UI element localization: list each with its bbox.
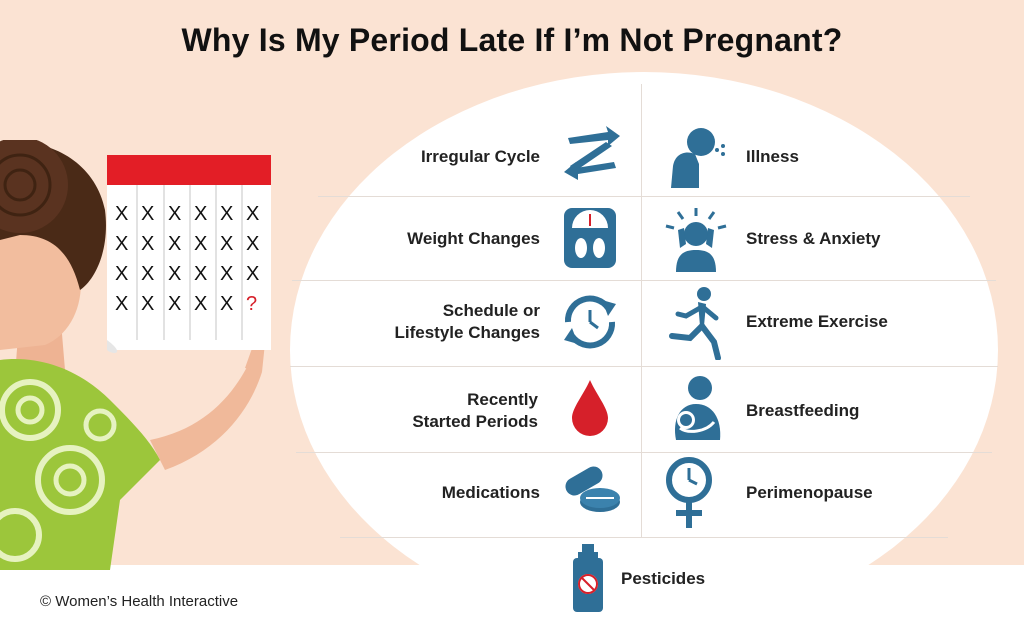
calendar-x-mark: X bbox=[141, 233, 155, 255]
calendar-x-mark: X bbox=[246, 203, 260, 225]
female-clock-icon bbox=[666, 457, 712, 528]
calendar-x-mark: X bbox=[194, 293, 208, 315]
pills-icon bbox=[565, 466, 620, 512]
calendar-x-mark: X bbox=[220, 263, 234, 285]
calendar-question-mark: ? bbox=[246, 293, 258, 315]
causes-oval bbox=[290, 72, 998, 628]
woman-illustration bbox=[0, 140, 266, 570]
cause-breastfeeding: Breastfeeding bbox=[746, 401, 860, 420]
calendar-x-mark: X bbox=[220, 293, 234, 315]
column-divider bbox=[641, 84, 642, 537]
calendar-x-mark: X bbox=[115, 263, 129, 285]
calendar-x-mark: X bbox=[168, 293, 182, 315]
row-divider bbox=[340, 537, 948, 538]
calendar-x-mark: X bbox=[194, 203, 208, 225]
row-divider bbox=[292, 280, 996, 281]
stressed-person-icon bbox=[665, 208, 727, 272]
calendar-x-mark: X bbox=[220, 233, 234, 255]
row-divider bbox=[318, 196, 970, 197]
calendar-x-mark: X bbox=[115, 293, 129, 315]
calendar-x-mark: X bbox=[168, 263, 182, 285]
calendar-x-mark: X bbox=[246, 233, 260, 255]
calendar-x-mark: X bbox=[141, 293, 155, 315]
calendar: X X X X X X X X X X X X X X X X X X X X X X X? bbox=[107, 155, 271, 355]
calendar-x-mark: X bbox=[194, 233, 208, 255]
breastfeeding-icon bbox=[674, 376, 721, 440]
cause-schedule-changes: Schedule or Lifestyle Changes bbox=[394, 301, 541, 342]
spray-can-icon bbox=[573, 544, 603, 612]
cause-weight-changes: Weight Changes bbox=[407, 229, 540, 248]
calendar-x-mark: X bbox=[168, 233, 182, 255]
calendar-x-mark: X bbox=[220, 203, 234, 225]
cause-medications: Medications bbox=[441, 483, 540, 502]
calendar-x-mark: X bbox=[168, 203, 182, 225]
row-divider bbox=[296, 452, 992, 453]
calendar-x-mark: X bbox=[115, 233, 129, 255]
row-divider bbox=[290, 366, 998, 367]
cause-recently-started: Recently Started Periods bbox=[412, 390, 538, 431]
cause-pesticides: Pesticides bbox=[621, 569, 706, 588]
cause-stress-anxiety: Stress & Anxiety bbox=[746, 229, 881, 248]
cause-perimenopause: Perimenopause bbox=[746, 483, 873, 502]
clock-cycle-icon bbox=[564, 295, 616, 349]
arrows-icon bbox=[564, 126, 620, 180]
cause-extreme-exercise: Extreme Exercise bbox=[746, 312, 888, 331]
calendar-x-mark: X bbox=[141, 263, 155, 285]
cause-illness: Illness bbox=[746, 147, 799, 166]
cause-irregular-cycle: Irregular Cycle bbox=[420, 147, 540, 166]
calendar-x-mark: X bbox=[246, 263, 260, 285]
runner-icon bbox=[669, 287, 721, 360]
blood-drop-icon bbox=[572, 380, 608, 436]
calendar-x-mark: X bbox=[141, 203, 155, 225]
calendar-x-mark: X bbox=[194, 263, 208, 285]
calendar-x-mark: X bbox=[115, 203, 129, 225]
scale-icon bbox=[564, 208, 616, 268]
coughing-person-icon bbox=[671, 128, 725, 188]
page-title: Why Is My Period Late If I’m Not Pregnan… bbox=[181, 22, 843, 58]
copyright-notice: © Women’s Health Interactive bbox=[40, 593, 239, 610]
